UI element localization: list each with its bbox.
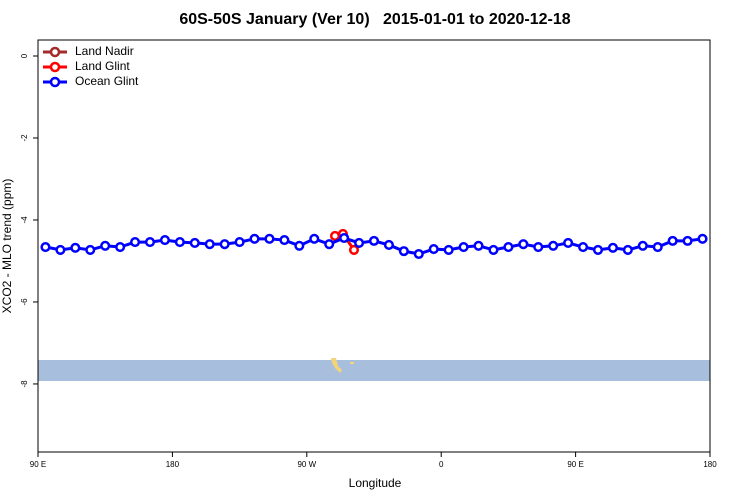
legend-marker <box>49 76 61 88</box>
point <box>100 240 111 251</box>
point <box>115 241 126 253</box>
point <box>55 244 66 255</box>
chart-title: 60S-50S January (Ver 10) 2015-01-01 to 2… <box>179 11 570 28</box>
point <box>578 241 589 253</box>
point <box>354 237 365 248</box>
x-tick-label: 90 E <box>30 460 46 469</box>
point <box>234 237 245 248</box>
legend-label: Land Glint <box>75 59 130 73</box>
y-tick-label: -4 <box>20 216 29 224</box>
point <box>174 237 185 248</box>
point <box>249 233 260 244</box>
x-tick-label: 90 E <box>567 460 583 469</box>
point <box>503 241 514 253</box>
y-tick-label: -6 <box>20 298 29 306</box>
point <box>159 235 170 246</box>
point <box>443 244 454 255</box>
x-tick-label: 180 <box>703 460 717 469</box>
y-axis-label: XCO2 - MLO trend (ppm) <box>0 179 14 314</box>
point <box>309 233 320 244</box>
point <box>70 242 81 253</box>
point <box>607 242 618 253</box>
plot-frame <box>37 39 711 453</box>
land-patch <box>350 362 354 364</box>
point <box>189 237 200 248</box>
point <box>548 240 559 251</box>
point <box>85 244 96 255</box>
point <box>40 241 51 253</box>
legend-label: Ocean Glint <box>75 74 139 88</box>
map-band <box>38 360 710 381</box>
y-tick-label: 0 <box>20 53 29 58</box>
point <box>398 246 409 257</box>
point <box>264 233 275 244</box>
point <box>652 241 663 253</box>
point <box>324 239 335 250</box>
y-tick-label: -8 <box>20 380 29 388</box>
x-tick-label: 0 <box>439 460 444 469</box>
point <box>697 233 708 244</box>
x-tick-label: 180 <box>166 460 180 469</box>
point <box>682 235 693 246</box>
point <box>413 248 424 260</box>
legend-marker <box>49 46 61 58</box>
y-tick-label: -2 <box>20 134 29 142</box>
legend-marker <box>49 61 61 73</box>
x-tick-label: 90 W <box>297 460 316 469</box>
point <box>592 244 604 255</box>
point <box>622 244 633 255</box>
point <box>368 235 380 246</box>
point <box>667 235 678 246</box>
point <box>488 244 499 255</box>
point <box>563 237 574 248</box>
x-axis-label: Longitude <box>349 476 402 490</box>
point <box>428 244 439 255</box>
point <box>279 235 290 246</box>
point <box>473 240 484 251</box>
point <box>204 239 215 250</box>
land-patch <box>331 358 342 373</box>
legend-label: Land Nadir <box>75 44 134 58</box>
point <box>329 230 341 242</box>
point <box>637 240 648 251</box>
point <box>383 239 394 251</box>
point <box>458 241 469 253</box>
point <box>339 232 350 244</box>
point <box>219 239 230 250</box>
point <box>533 241 544 253</box>
point <box>294 240 305 251</box>
point <box>144 237 156 248</box>
point <box>348 244 360 255</box>
point <box>130 237 141 248</box>
point <box>518 239 529 250</box>
